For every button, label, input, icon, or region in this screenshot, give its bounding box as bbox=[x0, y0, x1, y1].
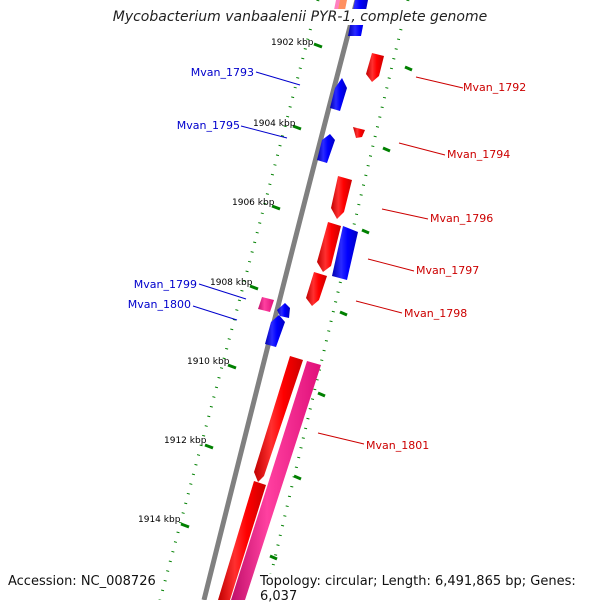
gene-mvan-1798[interactable] bbox=[306, 272, 327, 306]
gene-label: Mvan_1800 bbox=[128, 298, 191, 311]
gene-mvan-1796[interactable] bbox=[331, 176, 352, 219]
gene-labels-left: Mvan_1793 Mvan_1795 Mvan_1799 Mvan_1800 bbox=[128, 66, 254, 311]
accession-label: Accession: NC_008726 bbox=[8, 574, 156, 589]
gene-mvan-1795[interactable] bbox=[317, 134, 335, 163]
gene-label: Mvan_1801 bbox=[366, 439, 429, 452]
gene-label: Mvan_1796 bbox=[430, 212, 493, 225]
map-title: Mycobacterium vanbaalenii PYR-1, complet… bbox=[0, 9, 600, 25]
scale-label: 1914 kbp bbox=[138, 515, 181, 525]
gene-pink-small[interactable] bbox=[258, 297, 274, 312]
gene-labels-right: Mvan_1792 Mvan_1794 Mvan_1796 Mvan_1797 … bbox=[366, 81, 526, 452]
scale-label: 1904 kbp bbox=[253, 119, 296, 129]
topology-label: Topology: circular; Length: 6,491,865 bp… bbox=[260, 574, 600, 604]
gene-label: Mvan_1792 bbox=[463, 81, 526, 94]
gene-mvan-1797-red[interactable] bbox=[317, 222, 341, 272]
scale-labels: 1902 kbp 1904 kbp 1906 kbp 1908 kbp 1910… bbox=[138, 38, 314, 525]
scale-label: 1910 kbp bbox=[187, 357, 230, 367]
gene-label: Mvan_1799 bbox=[134, 278, 197, 291]
gene-label: Mvan_1794 bbox=[447, 148, 510, 161]
label-lines-right bbox=[317, 76, 464, 445]
scale-label: 1912 kbp bbox=[164, 436, 207, 446]
scale-label: 1908 kbp bbox=[210, 278, 253, 288]
gene-mvan-1800[interactable] bbox=[265, 315, 285, 347]
gene-mvan-1799[interactable] bbox=[277, 303, 290, 318]
backbone-arc bbox=[196, 0, 356, 600]
gene-mvan-1801[interactable] bbox=[254, 356, 303, 482]
inner-dotted-track bbox=[158, 0, 320, 600]
label-lines-left bbox=[192, 71, 301, 321]
backbone-arc bbox=[201, 0, 360, 600]
scale-label: 1902 kbp bbox=[271, 38, 314, 48]
gene-pink-long[interactable] bbox=[231, 361, 321, 600]
gene-label: Mvan_1797 bbox=[416, 264, 479, 277]
gene-red-long[interactable] bbox=[218, 481, 266, 600]
scale-ticks bbox=[180, 42, 323, 529]
gene-label: Mvan_1795 bbox=[177, 119, 240, 132]
scale-label: 1906 kbp bbox=[232, 198, 275, 208]
gene-mvan-1792[interactable] bbox=[366, 53, 384, 82]
gene-mvan-1794[interactable] bbox=[353, 127, 365, 138]
gene-label: Mvan_1793 bbox=[191, 66, 254, 79]
gene-mvan-1793[interactable] bbox=[330, 78, 347, 111]
scale-ticks-right bbox=[269, 65, 413, 561]
accession-text: Accession: NC_008726 bbox=[8, 574, 156, 589]
gene-label: Mvan_1798 bbox=[404, 307, 467, 320]
gene-mvan-1797[interactable] bbox=[332, 226, 358, 280]
map-title-text: Mycobacterium vanbaalenii PYR-1, complet… bbox=[112, 9, 488, 25]
